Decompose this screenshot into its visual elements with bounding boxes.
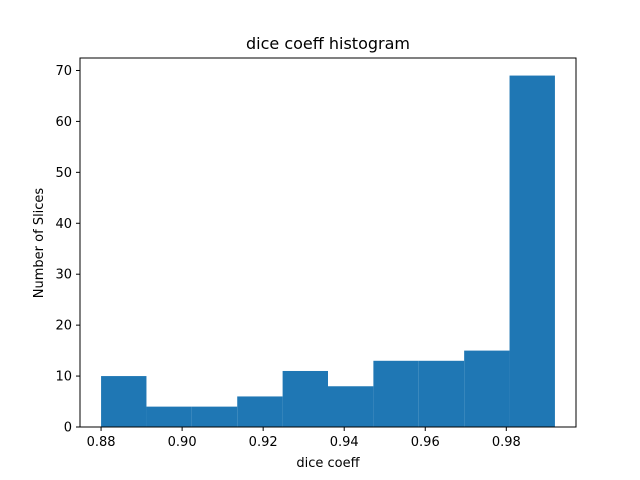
y-tick-label: 60 — [55, 115, 72, 130]
x-axis-label: dice coeff — [296, 456, 360, 471]
x-tick-label: 0.96 — [411, 435, 440, 450]
y-tick-label: 10 — [55, 370, 72, 385]
x-tick-label: 0.94 — [330, 435, 359, 450]
x-tick-label: 0.98 — [492, 435, 521, 450]
chart-title: dice coeff histogram — [246, 34, 410, 53]
axes-frame — [79, 57, 577, 428]
y-tick-label: 40 — [55, 217, 72, 232]
x-tick-label: 0.92 — [249, 435, 278, 450]
x-tick-label: 0.90 — [168, 435, 197, 450]
histogram-bar — [328, 386, 374, 427]
histogram-bar — [191, 406, 238, 427]
y-tick-label: 0 — [64, 421, 72, 436]
x-tick-label: 0.88 — [87, 435, 116, 450]
y-tick-label: 20 — [55, 319, 72, 334]
x-ticks-group: 0.88 0.90 0.92 0.94 0.96 0.98 — [87, 427, 521, 450]
histogram-bar — [464, 350, 510, 427]
bars-group — [101, 75, 555, 428]
histogram-bar — [101, 376, 147, 427]
histogram-bar — [509, 75, 555, 428]
histogram-bar — [418, 360, 465, 427]
y-tick-label: 50 — [55, 166, 72, 181]
y-axis-label: Number of Slices — [32, 188, 47, 299]
histogram-bar — [373, 360, 419, 427]
y-tick-label: 30 — [55, 268, 72, 283]
histogram-bar — [146, 406, 192, 427]
histogram-bar — [282, 370, 328, 427]
histogram-bar — [237, 396, 283, 427]
axes-spines — [79, 57, 577, 428]
y-ticks-group: 0 10 20 30 40 50 60 70 — [55, 64, 80, 436]
y-tick-label: 70 — [55, 64, 72, 79]
